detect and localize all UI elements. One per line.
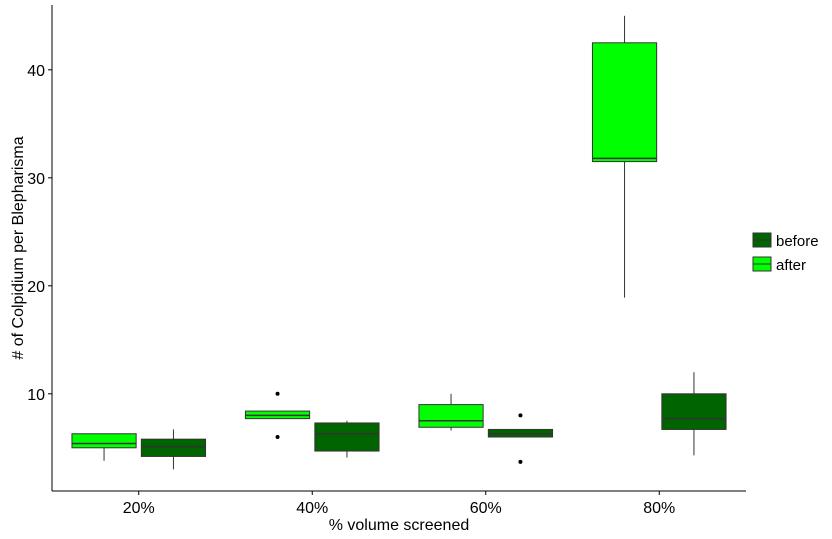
y-tick-label: 40 xyxy=(27,63,45,80)
box-after-40pct xyxy=(244,391,311,439)
x-tick-label: 80% xyxy=(643,500,675,517)
outlier-point xyxy=(275,391,280,396)
box-before-40pct xyxy=(314,420,380,458)
y-axis-ticks: 10 20 30 40 xyxy=(27,63,52,404)
box-body xyxy=(418,404,484,428)
legend-item-before: before xyxy=(752,232,819,250)
box-after-20pct xyxy=(71,433,137,461)
y-tick-label: 30 xyxy=(27,171,45,188)
legend-label: before xyxy=(776,233,819,250)
box-body xyxy=(661,393,727,430)
box-after-60pct xyxy=(418,393,484,431)
box-before-60pct xyxy=(487,413,554,464)
y-tick-label: 10 xyxy=(27,387,45,404)
box-body xyxy=(71,433,137,449)
box-after-80pct xyxy=(591,15,658,298)
legend-label: after xyxy=(776,257,806,274)
box-body xyxy=(140,438,207,457)
box-before-20pct xyxy=(140,429,207,470)
y-tick-label: 20 xyxy=(27,279,45,296)
outlier-point xyxy=(275,435,280,439)
x-axis-title: % volume screened xyxy=(329,517,470,534)
box-before-80pct xyxy=(661,372,727,456)
box-layer xyxy=(71,15,727,470)
box-body xyxy=(314,422,380,452)
outlier-point xyxy=(518,413,523,418)
legend-item-after: after xyxy=(752,256,806,274)
legend: before after xyxy=(752,232,819,274)
x-tick-label: 60% xyxy=(470,500,502,517)
y-axis-title: # of Colpidium per Blepharisma xyxy=(10,136,27,359)
x-axis-ticks: 20% 40% 60% 80% xyxy=(123,491,675,517)
x-tick-label: 40% xyxy=(296,500,328,517)
box-body xyxy=(591,42,658,163)
outlier-point xyxy=(518,459,523,464)
x-tick-label: 20% xyxy=(123,500,155,517)
